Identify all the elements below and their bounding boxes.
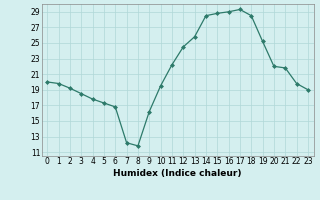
- X-axis label: Humidex (Indice chaleur): Humidex (Indice chaleur): [113, 169, 242, 178]
